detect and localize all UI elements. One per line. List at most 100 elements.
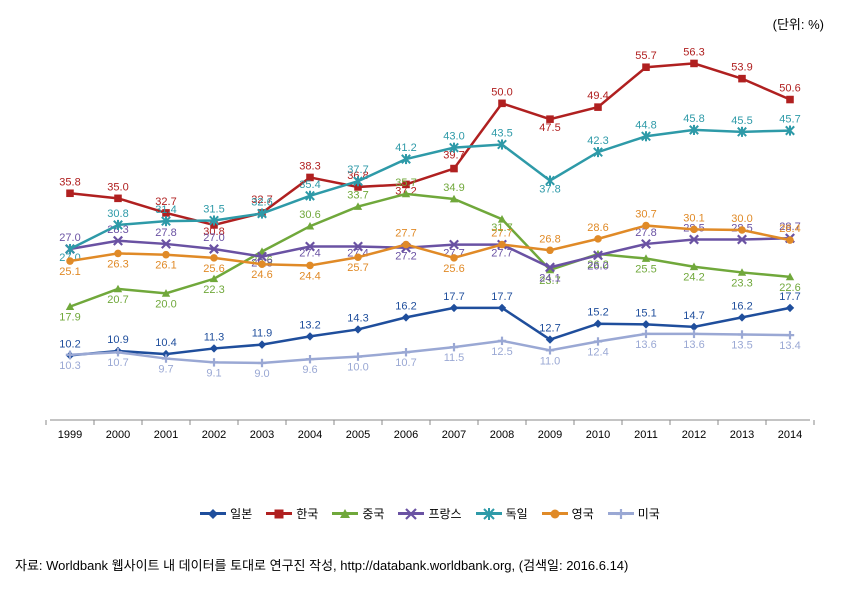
x-axis-label: 2009 <box>538 429 562 441</box>
data-label: 23.3 <box>731 277 752 289</box>
data-label: 42.3 <box>587 135 608 147</box>
data-label: 24.2 <box>683 272 704 284</box>
legend-label: 한국 <box>296 505 318 522</box>
data-label: 55.7 <box>635 50 656 62</box>
data-label: 45.7 <box>779 114 800 126</box>
x-axis-label: 2006 <box>394 429 418 441</box>
data-label: 10.7 <box>395 357 416 369</box>
legend-label: 영국 <box>572 505 594 522</box>
data-label: 27.8 <box>155 227 176 239</box>
legend-item-미국: 미국 <box>608 505 660 522</box>
data-label: 27.2 <box>395 251 416 263</box>
data-label: 26.1 <box>155 260 176 272</box>
data-label: 20.0 <box>155 298 176 310</box>
data-label: 9.1 <box>206 367 221 379</box>
data-label: 35.7 <box>395 177 416 189</box>
x-axis-label: 2007 <box>442 429 466 441</box>
data-label: 15.2 <box>587 307 608 319</box>
x-axis-label: 2008 <box>490 429 514 441</box>
data-label: 26.3 <box>107 258 128 270</box>
data-label: 12.7 <box>539 323 560 335</box>
data-label: 56.3 <box>683 46 704 58</box>
line-chart-svg: 1999200020012002200320042005200620072008… <box>50 40 810 480</box>
legend-label: 독일 <box>506 505 528 522</box>
data-label: 10.7 <box>107 357 128 369</box>
data-label: 20.7 <box>107 294 128 306</box>
data-label: 11.9 <box>252 328 273 340</box>
data-label: 27.7 <box>395 228 416 240</box>
data-label: 14.3 <box>347 312 368 324</box>
data-label: 9.7 <box>158 364 173 376</box>
x-axis-label: 2012 <box>682 429 706 441</box>
data-label: 17.7 <box>443 291 464 303</box>
data-label: 30.1 <box>683 212 704 224</box>
data-label: 37.7 <box>347 164 368 176</box>
data-label: 25.5 <box>635 264 656 276</box>
data-label: 38.3 <box>299 160 320 172</box>
x-axis-label: 2000 <box>106 429 130 441</box>
data-label: 24.6 <box>251 269 272 281</box>
data-label: 30.7 <box>635 209 656 221</box>
data-label: 13.6 <box>635 339 656 351</box>
x-axis-label: 2003 <box>250 429 274 441</box>
data-label: 11.3 <box>204 331 225 343</box>
data-label: 32.6 <box>251 197 272 209</box>
data-label: 12.4 <box>587 346 608 358</box>
x-axis-label: 2011 <box>634 429 658 441</box>
data-label: 33.7 <box>347 190 368 202</box>
data-label: 10.2 <box>59 338 80 350</box>
data-label: 30.8 <box>107 208 128 220</box>
data-label: 11.5 <box>444 352 465 364</box>
data-label: 25.1 <box>59 266 80 278</box>
data-label: 27.4 <box>299 247 320 259</box>
data-label: 10.3 <box>59 360 80 372</box>
unit-label: (단위: %) <box>773 14 824 33</box>
data-label: 43.5 <box>491 128 512 140</box>
data-label: 49.4 <box>587 90 608 102</box>
data-label: 31.5 <box>203 204 224 216</box>
data-label: 24.4 <box>299 270 320 282</box>
data-label: 22.6 <box>779 282 800 294</box>
data-label: 13.6 <box>683 339 704 351</box>
data-label: 31.4 <box>155 204 176 216</box>
data-label: 35.0 <box>107 181 128 193</box>
legend-label: 일본 <box>230 505 252 522</box>
x-axis-label: 2004 <box>298 429 322 441</box>
legend: 일본 한국 중국 프랑스 독일 영국 미국 <box>50 505 810 522</box>
x-axis-label: 2001 <box>154 429 178 441</box>
data-label: 25.6 <box>443 263 464 275</box>
source-note: 자료: Worldbank 웹사이트 내 데이터를 토대로 연구진 작성, ht… <box>15 555 628 574</box>
data-label: 9.6 <box>302 364 317 376</box>
x-axis-label: 1999 <box>58 429 82 441</box>
data-label: 35.4 <box>299 179 320 191</box>
legend-label: 프랑스 <box>428 505 461 522</box>
data-label: 28.6 <box>587 222 608 234</box>
data-label: 9.0 <box>254 368 269 380</box>
data-label: 12.5 <box>491 346 512 358</box>
data-label: 41.2 <box>395 142 416 154</box>
data-label: 30.0 <box>731 213 752 225</box>
legend-item-독일: 독일 <box>476 505 528 522</box>
x-axis-label: 2002 <box>202 429 226 441</box>
data-label: 28.4 <box>779 223 800 235</box>
data-label: 17.7 <box>491 291 512 303</box>
data-label: 53.9 <box>731 62 752 74</box>
data-label: 27.0 <box>59 232 80 244</box>
data-label: 10.0 <box>347 362 368 374</box>
legend-item-중국: 중국 <box>332 505 384 522</box>
chart-container: (단위: %) 19992000200120022003200420052006… <box>10 10 832 584</box>
data-label: 25.7 <box>347 262 368 274</box>
series-독일: 27.030.831.431.532.635.437.741.243.043.5… <box>59 113 800 264</box>
legend-item-한국: 한국 <box>266 505 318 522</box>
data-label: 24.1 <box>539 272 560 284</box>
data-label: 14.7 <box>683 310 704 322</box>
data-label: 35.8 <box>59 176 80 188</box>
data-label: 13.5 <box>731 340 752 352</box>
x-axis-label: 2010 <box>586 429 610 441</box>
data-label: 45.8 <box>683 113 704 125</box>
data-label: 17.9 <box>59 312 80 324</box>
data-label: 10.4 <box>155 337 176 349</box>
data-label: 16.2 <box>731 300 752 312</box>
data-label: 44.8 <box>635 119 656 131</box>
legend-label: 미국 <box>638 505 660 522</box>
